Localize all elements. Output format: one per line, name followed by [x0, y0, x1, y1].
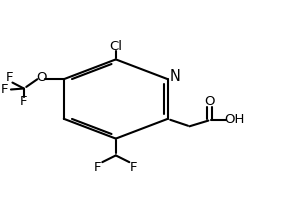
Text: F: F — [1, 83, 8, 96]
Text: F: F — [94, 161, 101, 174]
Text: Cl: Cl — [109, 40, 122, 53]
Text: F: F — [130, 161, 138, 174]
Text: F: F — [6, 71, 13, 84]
Text: F: F — [20, 95, 27, 108]
Text: N: N — [170, 69, 181, 84]
Text: O: O — [205, 95, 215, 108]
Text: OH: OH — [224, 113, 245, 127]
Text: O: O — [36, 71, 47, 84]
